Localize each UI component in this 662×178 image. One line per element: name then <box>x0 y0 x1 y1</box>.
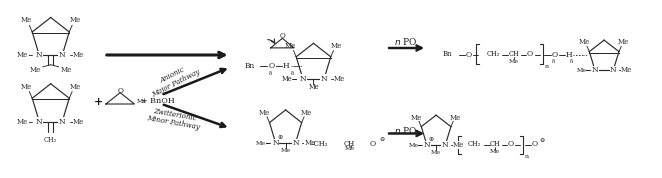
Text: N: N <box>59 118 66 126</box>
Text: Me: Me <box>136 99 146 104</box>
Text: CH₂: CH₂ <box>467 140 481 148</box>
Text: Me: Me <box>281 148 291 153</box>
Text: Bn: Bn <box>245 62 255 70</box>
Text: $\it{n}$ PO: $\it{n}$ PO <box>394 125 417 136</box>
Text: N: N <box>299 75 307 83</box>
Text: δ: δ <box>291 71 295 76</box>
Text: Anionic
Major Pathway: Anionic Major Pathway <box>146 60 201 99</box>
Text: ⊕: ⊕ <box>429 137 434 142</box>
Text: Me: Me <box>256 141 265 146</box>
Text: ⊖: ⊖ <box>379 137 384 142</box>
Text: –CH₂: –CH₂ <box>311 140 328 148</box>
Text: Bn: Bn <box>443 50 453 58</box>
Text: Me: Me <box>73 51 84 59</box>
Text: δ: δ <box>552 59 555 64</box>
Text: Me: Me <box>73 118 84 126</box>
Text: Me: Me <box>61 66 72 74</box>
Text: N: N <box>592 66 598 74</box>
Text: N: N <box>321 75 328 83</box>
Text: O: O <box>117 87 123 95</box>
Text: O: O <box>466 51 472 59</box>
Text: O: O <box>527 50 533 58</box>
Text: Me: Me <box>509 59 519 64</box>
Text: N: N <box>292 139 299 147</box>
Text: Me: Me <box>285 42 297 50</box>
Text: Me: Me <box>411 114 422 122</box>
Text: N: N <box>442 141 449 149</box>
Text: Me: Me <box>308 83 319 91</box>
Text: Me: Me <box>17 51 28 59</box>
Text: + BnOH: + BnOH <box>141 97 175 105</box>
Text: Me: Me <box>70 83 81 91</box>
Text: Zwitterionic
Minor Pathway: Zwitterionic Minor Pathway <box>146 106 202 132</box>
Text: Me: Me <box>490 149 500 154</box>
Text: Me: Me <box>305 139 316 147</box>
Text: Me: Me <box>282 75 293 83</box>
Text: Me: Me <box>334 75 345 83</box>
Text: Me: Me <box>330 42 342 50</box>
Text: O: O <box>268 62 274 70</box>
Text: CH: CH <box>489 140 500 148</box>
Text: Me: Me <box>17 118 28 126</box>
Text: n: n <box>524 153 528 159</box>
Text: δ: δ <box>268 71 271 76</box>
Text: Me: Me <box>21 83 32 91</box>
Text: Me: Me <box>259 109 270 117</box>
Text: O: O <box>369 140 375 148</box>
Text: Me: Me <box>450 114 461 122</box>
Text: ⊕: ⊕ <box>277 135 283 140</box>
Text: O: O <box>508 140 514 148</box>
Text: Me: Me <box>577 68 587 73</box>
Text: Me: Me <box>301 109 312 117</box>
Text: ⊖: ⊖ <box>540 138 545 143</box>
Text: Me: Me <box>408 143 418 148</box>
Text: N: N <box>36 118 42 126</box>
Text: H: H <box>283 62 289 70</box>
Text: N: N <box>424 141 430 149</box>
Text: O: O <box>279 32 285 40</box>
Text: CH₂: CH₂ <box>44 136 58 144</box>
Text: Me: Me <box>621 66 632 74</box>
Text: O: O <box>532 140 538 148</box>
Text: N: N <box>59 51 66 59</box>
Text: δ: δ <box>569 59 573 64</box>
Text: H: H <box>566 51 573 59</box>
Text: CH₂: CH₂ <box>487 50 500 58</box>
Text: N: N <box>272 139 279 147</box>
Text: O: O <box>551 51 558 59</box>
Text: Me: Me <box>618 38 630 46</box>
Text: Me: Me <box>345 146 355 151</box>
Text: Me: Me <box>453 141 464 149</box>
Text: CH: CH <box>508 50 519 58</box>
Text: Me: Me <box>579 38 591 46</box>
Text: N: N <box>36 51 42 59</box>
Text: n: n <box>544 64 548 69</box>
Text: $\it{n}$ PO: $\it{n}$ PO <box>394 36 417 47</box>
Text: Me: Me <box>431 150 441 155</box>
Text: Me: Me <box>30 66 41 74</box>
Text: +: + <box>94 96 103 107</box>
Text: N: N <box>610 66 617 74</box>
Text: Me: Me <box>70 16 81 24</box>
Text: CH: CH <box>344 140 355 148</box>
Text: Me: Me <box>21 16 32 24</box>
